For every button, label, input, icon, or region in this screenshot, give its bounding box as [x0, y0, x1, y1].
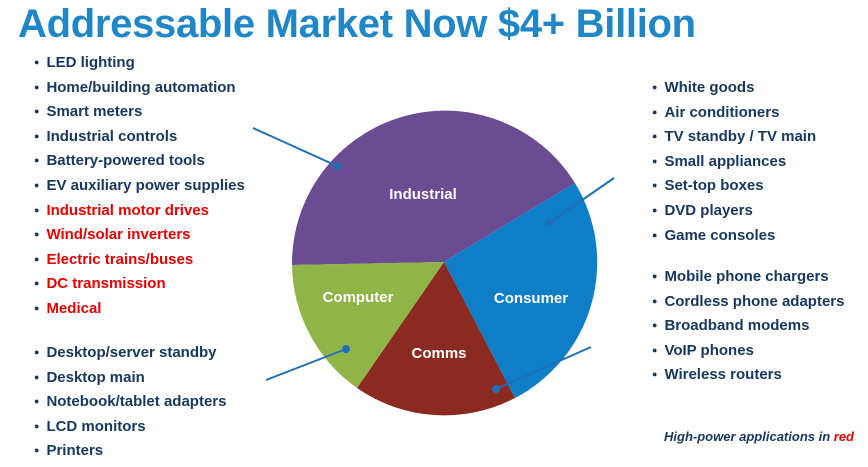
list-item: DC transmission: [34, 271, 245, 296]
footnote-highlight: red: [833, 429, 854, 444]
connector-comms: [492, 346, 592, 393]
list-item: Electric trains/buses: [34, 247, 245, 272]
list-item: DVD players: [652, 198, 816, 223]
list-item: VoIP phones: [652, 338, 844, 363]
page-title: Addressable Market Now $4+ Billion: [18, 2, 696, 46]
list-item: Desktop main: [34, 365, 226, 390]
industrial-applications-list: LED lighting Home/building automation Sm…: [34, 50, 245, 321]
list-item: Industrial controls: [34, 124, 245, 149]
comms-applications-list: Mobile phone chargers Cordless phone ada…: [652, 264, 844, 387]
list-item: White goods: [652, 75, 816, 100]
list-item: LCD monitors: [34, 414, 226, 439]
list-item: Medical: [34, 296, 245, 321]
segment-label-computer: Computer: [323, 289, 394, 306]
list-item: Broadband modems: [652, 313, 844, 338]
connector-consumer: [545, 177, 615, 227]
segment-label-industrial: Industrial: [389, 186, 457, 203]
computer-applications-list: Desktop/server standby Desktop main Note…: [34, 340, 226, 463]
list-item: Wind/solar inverters: [34, 222, 245, 247]
list-item: Battery-powered tools: [34, 148, 245, 173]
list-item: Wireless routers: [652, 362, 844, 387]
list-item: Home/building automation: [34, 75, 245, 100]
list-item: Small appliances: [652, 149, 816, 174]
segment-computer: [292, 262, 444, 388]
list-item: EV auxiliary power supplies: [34, 173, 244, 198]
list-item: Set-top boxes: [652, 173, 816, 198]
segment-industrial: [291, 110, 575, 265]
list-item: LED lighting: [34, 50, 245, 75]
consumer-applications-list: White goods Air conditioners TV standby …: [652, 75, 816, 247]
list-item: Smart meters: [34, 99, 245, 124]
segment-consumer: [444, 183, 598, 398]
connector-computer: [265, 345, 350, 381]
connector-industrial: [252, 127, 341, 170]
list-item: Mobile phone chargers: [652, 264, 844, 289]
segment-label-consumer: Consumer: [494, 290, 568, 307]
footnote-text: High-power applications in: [664, 429, 834, 444]
list-item: Desktop/server standby: [34, 340, 226, 365]
segment-label-comms: Comms: [411, 345, 466, 362]
list-item: Industrial motor drives: [34, 198, 245, 223]
list-item: TV standby / TV main: [652, 124, 816, 149]
segment-comms: [357, 262, 515, 416]
list-item: Printers: [34, 438, 226, 463]
footnote: High-power applications in red: [664, 429, 854, 444]
list-item: Cordless phone adapters: [652, 289, 844, 314]
list-item: Game consoles: [652, 223, 816, 248]
list-item: Notebook/tablet adapters: [34, 389, 226, 414]
list-item: Air conditioners: [652, 100, 816, 125]
